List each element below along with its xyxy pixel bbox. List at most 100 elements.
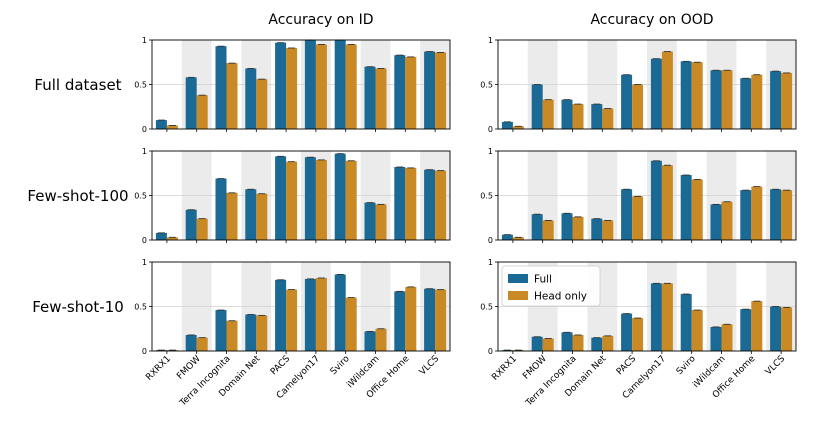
bar-full-iwildcam	[710, 70, 722, 129]
x-tick-label-sviro: Sviro	[329, 354, 352, 377]
bar-head-only-pacs	[286, 161, 298, 240]
bar-head-only-terra-incognita	[226, 320, 238, 351]
bar-head-only-sviro	[691, 62, 703, 129]
bar-full-domain-net	[245, 314, 257, 351]
x-tick-label-rxrx1: RXRX1	[490, 354, 519, 383]
bar-full-camelyon17	[650, 160, 662, 240]
y-tick-label: 1	[142, 36, 147, 45]
y-tick-label: 0	[488, 236, 493, 245]
bar-full-sviro	[334, 153, 346, 240]
bar-full-fmow	[185, 209, 197, 240]
bar-head-only-domain-net	[256, 193, 268, 240]
y-tick-label: 0	[142, 125, 147, 134]
bar-head-only-terra-incognita	[226, 63, 238, 129]
bar-full-domain-net	[591, 337, 603, 351]
x-tick-label-pacs: PACS	[269, 354, 292, 377]
bar-full-vlcs	[424, 51, 436, 129]
panel-frame	[151, 39, 451, 130]
bar-head-only-pacs	[286, 48, 298, 130]
bar-full-rxrx1	[155, 232, 167, 240]
x-tick-label-rxrx1: RXRX1	[144, 354, 173, 383]
row-title-few-shot-100: Few-shot-100	[27, 187, 128, 205]
bar-full-fmow	[531, 336, 543, 351]
bar-head-only-iwildcam	[375, 68, 387, 129]
y-tick-label: 1	[488, 258, 493, 267]
y-tick-label: 0.5	[134, 192, 147, 201]
x-tick-label-sviro: Sviro	[675, 354, 698, 377]
bar-full-camelyon17	[304, 40, 316, 129]
bar-head-only-domain-net	[602, 220, 614, 240]
bar-full-terra-incognita	[561, 332, 573, 351]
x-tick-label-terra-incognita: Terra Incognita	[524, 354, 579, 409]
bar-head-only-fmow	[542, 338, 554, 351]
bar-full-vlcs	[770, 189, 782, 240]
bar-head-only-iwildcam	[721, 324, 733, 351]
bar-head-only-domain-net	[256, 315, 268, 351]
bar-head-only-office-home	[405, 167, 417, 240]
bar-head-only-pacs	[632, 84, 644, 129]
bar-full-domain-net	[245, 189, 257, 240]
bar-head-only-vlcs	[435, 52, 447, 129]
y-tick-label: 0	[488, 125, 493, 134]
bar-head-only-fmow	[542, 99, 554, 129]
bar-full-rxrx1	[501, 234, 513, 240]
bar-full-iwildcam	[710, 204, 722, 240]
bar-full-iwildcam	[364, 331, 376, 351]
bar-head-only-pacs	[632, 318, 644, 351]
bar-full-fmow	[185, 77, 197, 129]
legend-swatch-head-only	[508, 291, 528, 300]
bar-head-only-vlcs	[781, 190, 793, 240]
bar-head-only-office-home	[751, 74, 763, 129]
bar-head-only-fmow	[542, 220, 554, 240]
y-tick-label: 0.5	[480, 81, 493, 90]
bar-full-terra-incognita	[215, 178, 227, 240]
bar-full-office-home	[394, 167, 406, 240]
y-tick-label: 1	[142, 147, 147, 156]
bar-full-vlcs	[424, 169, 436, 240]
bar-head-only-pacs	[286, 289, 298, 351]
row-title-few-shot-10: Few-shot-10	[32, 298, 124, 316]
y-tick-label: 0.5	[134, 303, 147, 312]
bar-head-only-fmow	[196, 95, 208, 129]
panel-few-shot-10-accuracy-on-id: 00.51	[134, 258, 451, 356]
bar-head-only-camelyon17	[661, 51, 673, 129]
panel-few-shot-10-accuracy-on-ood: 00.51	[480, 258, 797, 356]
bar-head-only-office-home	[405, 286, 417, 351]
bar-full-office-home	[740, 78, 752, 129]
bar-full-office-home	[394, 55, 406, 129]
panel-frame	[151, 261, 451, 352]
bar-full-vlcs	[424, 288, 436, 351]
bar-full-fmow	[185, 334, 197, 351]
bar-head-only-terra-incognita	[572, 216, 584, 240]
x-tick-label-terra-incognita: Terra Incognita	[178, 354, 233, 409]
bar-head-only-camelyon17	[315, 44, 327, 130]
bar-full-iwildcam	[364, 202, 376, 240]
bar-head-only-rxrx1	[512, 126, 524, 129]
bar-head-only-fmow	[196, 218, 208, 240]
bar-full-terra-incognita	[215, 46, 227, 130]
bar-head-only-vlcs	[781, 307, 793, 351]
bar-full-sviro	[680, 175, 692, 240]
legend-label-head-only: Head only	[534, 291, 587, 303]
bar-full-pacs	[275, 279, 287, 351]
x-tick-label-vlcs: VLCS	[764, 354, 788, 378]
bar-head-only-camelyon17	[661, 283, 673, 351]
bar-full-camelyon17	[650, 58, 662, 129]
bar-head-only-sviro	[345, 44, 357, 130]
bar-head-only-domain-net	[256, 79, 268, 129]
y-tick-label: 0	[488, 347, 493, 356]
x-tick-label-fmow: FMOW	[175, 354, 203, 382]
bar-head-only-fmow	[196, 337, 208, 351]
bar-full-office-home	[394, 291, 406, 351]
y-tick-label: 1	[488, 147, 493, 156]
bar-head-only-vlcs	[435, 170, 447, 240]
bar-full-domain-net	[591, 218, 603, 240]
bar-head-only-domain-net	[602, 335, 614, 351]
bar-head-only-rxrx1	[166, 237, 178, 240]
bar-full-rxrx1	[501, 121, 513, 129]
legend-label-full: Full	[534, 274, 552, 286]
bar-full-office-home	[740, 309, 752, 351]
legend: Full Head only	[501, 265, 601, 307]
